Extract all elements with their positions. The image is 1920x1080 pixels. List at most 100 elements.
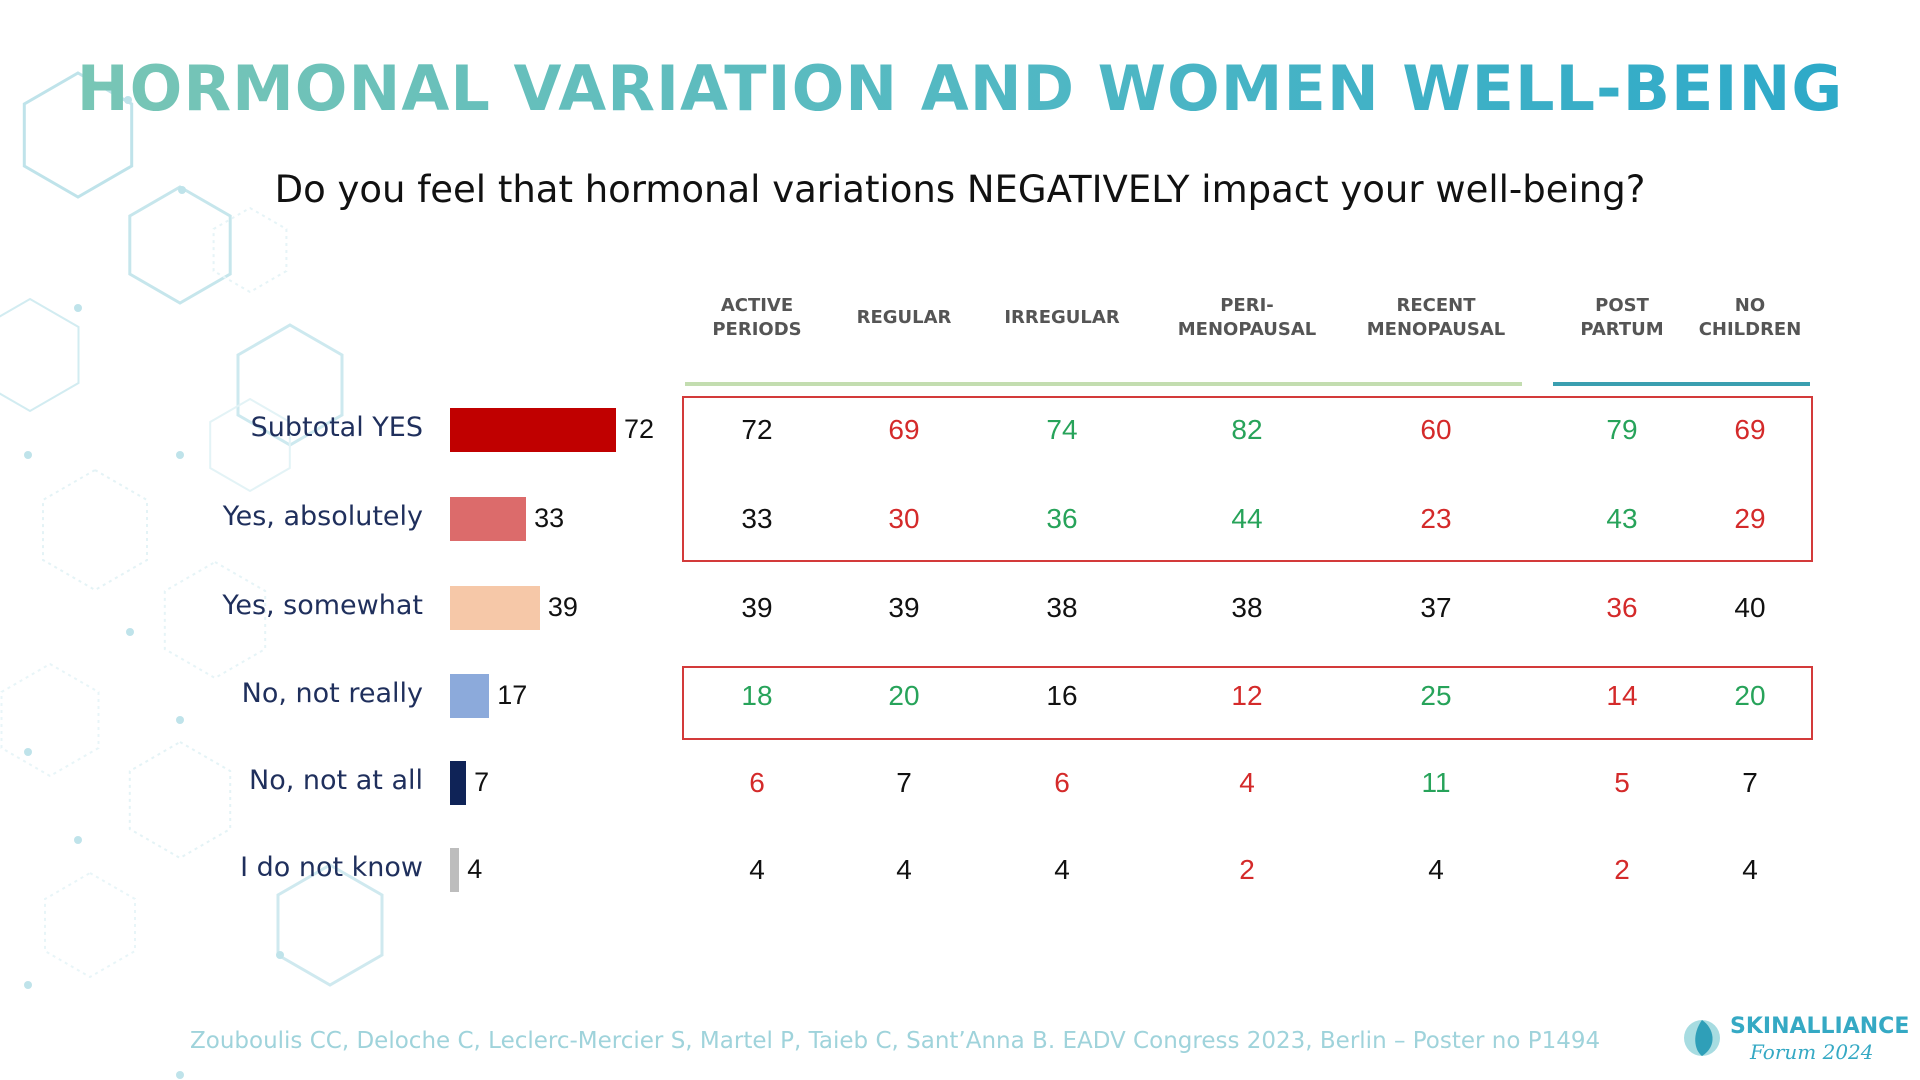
total-value: 4 — [467, 854, 483, 884]
hexagon-shape — [0, 297, 80, 413]
table-cell: 29 — [1734, 503, 1766, 534]
highlight-box-not-really — [682, 666, 1813, 740]
hexagon-shape — [209, 397, 291, 493]
hexagon-node — [176, 1071, 184, 1079]
logo-text: SKINALLIANCE — [1730, 1014, 1910, 1039]
hexagon-node — [176, 451, 184, 459]
hexagon-shape — [128, 740, 232, 860]
table-cell: 18 — [741, 680, 773, 711]
table-cell: 6 — [749, 767, 765, 798]
citation-footer: Zouboulis CC, Deloche C, Leclerc-Mercier… — [190, 1028, 1601, 1054]
row-label: Subtotal YES — [250, 412, 423, 443]
hexagon-node — [178, 186, 186, 194]
table-cell: 20 — [888, 680, 920, 711]
table-cell: 44 — [1231, 503, 1263, 534]
row-label: No, not really — [241, 678, 423, 709]
table-cell: 7 — [1742, 767, 1758, 798]
total-bar — [450, 848, 460, 892]
table-cell: 33 — [741, 503, 773, 534]
table-cell: 40 — [1734, 592, 1766, 623]
table-cell: 79 — [1606, 414, 1638, 445]
table-cell: 30 — [888, 503, 920, 534]
table-cell: 74 — [1046, 414, 1078, 445]
divider-line-groups — [685, 382, 1522, 386]
total-bar — [450, 408, 616, 452]
table-cell: 12 — [1231, 680, 1263, 711]
table-cell: 4 — [1742, 854, 1758, 885]
hexagon-shape — [44, 871, 136, 979]
total-value: 72 — [624, 414, 655, 444]
column-header: ACTIVE PERIODS — [712, 295, 802, 340]
table-cell: 4 — [1428, 854, 1444, 885]
divider-line-partum — [1553, 382, 1810, 386]
skinalliance-logo: SKINALLIANCE Forum 2024 — [1680, 1012, 1909, 1068]
total-value: 33 — [534, 503, 565, 533]
table-cell: 23 — [1420, 503, 1452, 534]
table-cell: 36 — [1606, 592, 1638, 623]
table-cell: 38 — [1231, 592, 1263, 623]
table-cell: 6 — [1054, 767, 1070, 798]
table-cell: 39 — [888, 592, 920, 623]
table-cell: 36 — [1046, 503, 1078, 534]
table-cell: 4 — [1239, 767, 1255, 798]
table-cell: 4 — [749, 854, 765, 885]
hexagon-shape — [163, 560, 267, 680]
table-cell: 60 — [1420, 414, 1452, 445]
column-header: RECENT MENOPAUSAL — [1366, 295, 1506, 340]
total-value: 17 — [497, 680, 528, 710]
table-cell: 11 — [1421, 767, 1451, 798]
hexagon-node — [74, 836, 82, 844]
row-label: No, not at all — [249, 765, 423, 796]
table-cell: 72 — [741, 414, 773, 445]
table-cell: 69 — [1734, 414, 1766, 445]
survey-question: Do you feel that hormonal variations NEG… — [274, 168, 1646, 211]
table-cell: 25 — [1420, 680, 1452, 711]
column-header: REGULAR — [856, 307, 952, 328]
hexagon-node — [124, 96, 132, 104]
row-label: Yes, somewhat — [222, 590, 423, 621]
total-bar — [450, 586, 540, 630]
table-cell: 43 — [1606, 503, 1638, 534]
table-cell: 2 — [1239, 854, 1255, 885]
hexagon-node — [24, 748, 32, 756]
table-cell: 4 — [896, 854, 912, 885]
row-label: Yes, absolutely — [222, 501, 423, 532]
hexagon-node — [126, 628, 134, 636]
hexagon-node — [176, 716, 184, 724]
column-header: PERI- MENOPAUSAL — [1177, 295, 1317, 340]
table-cell: 39 — [741, 592, 773, 623]
total-bar — [450, 674, 490, 718]
hexagon-shape — [276, 863, 384, 987]
logo-drop-icon — [1684, 1020, 1720, 1056]
column-header: POST PARTUM — [1580, 295, 1664, 340]
logo-subtext: Forum 2024 — [1750, 1040, 1874, 1064]
hexagon-node — [276, 951, 284, 959]
column-header: NO CHILDREN — [1698, 295, 1802, 340]
hexagon-shape — [22, 71, 134, 199]
table-cell: 16 — [1046, 680, 1078, 711]
table-cell: 20 — [1734, 680, 1766, 711]
table-cell: 5 — [1614, 767, 1630, 798]
table-cell: 2 — [1614, 854, 1630, 885]
column-header: IRREGULAR — [1004, 307, 1120, 328]
hexagon-node — [24, 451, 32, 459]
hexagon-shape — [128, 185, 232, 305]
table-cell: 7 — [896, 767, 912, 798]
total-bar — [450, 761, 467, 805]
table-cell: 4 — [1054, 854, 1070, 885]
table-cell: 14 — [1606, 680, 1638, 711]
total-value: 7 — [474, 767, 490, 797]
table-cell: 69 — [888, 414, 920, 445]
highlight-box-yes — [682, 396, 1813, 562]
row-label: I do not know — [240, 852, 423, 883]
hexagon-shape — [0, 662, 100, 778]
hexagon-node — [74, 304, 82, 312]
total-value: 39 — [547, 592, 578, 622]
hexagon-shape — [212, 206, 288, 294]
table-cell: 82 — [1231, 414, 1263, 445]
total-bar — [450, 497, 527, 541]
table-cell: 38 — [1046, 592, 1078, 623]
table-cell: 37 — [1420, 592, 1452, 623]
hexagon-node — [24, 981, 32, 989]
